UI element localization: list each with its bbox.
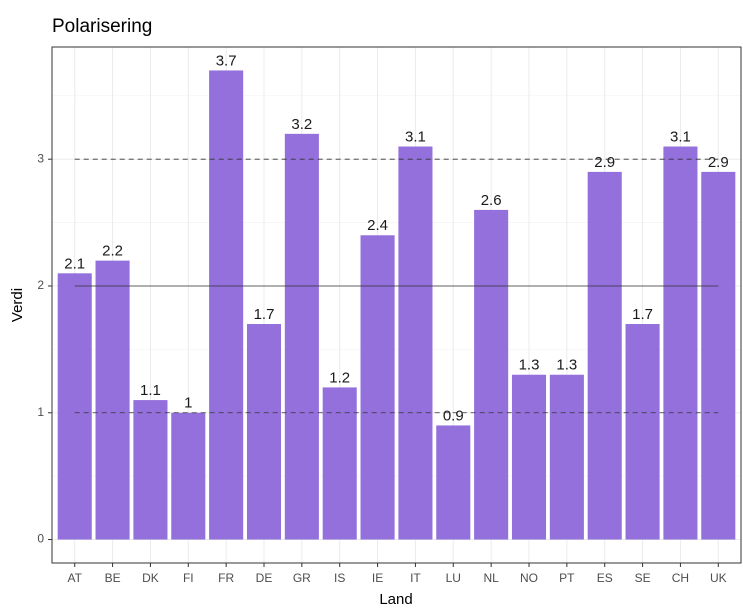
x-tick-label: BE bbox=[105, 571, 121, 585]
value-label: 1 bbox=[184, 395, 192, 412]
value-label: 2.2 bbox=[102, 243, 123, 260]
bar bbox=[511, 374, 547, 540]
value-label: 0.9 bbox=[443, 407, 464, 424]
x-tick-label: GR bbox=[293, 571, 311, 585]
bar bbox=[436, 425, 471, 540]
bar bbox=[322, 387, 357, 540]
bar bbox=[209, 70, 244, 540]
x-tick-label: UK bbox=[710, 571, 727, 585]
y-tick-label: 1 bbox=[37, 405, 44, 419]
y-tick-label: 3 bbox=[37, 151, 44, 165]
x-tick-label: IT bbox=[410, 571, 421, 585]
x-tick-label: CH bbox=[672, 571, 689, 585]
bar bbox=[360, 235, 395, 540]
x-tick-label: IE bbox=[372, 571, 383, 585]
x-tick-label: ES bbox=[597, 571, 613, 585]
x-tick-label: DK bbox=[142, 571, 159, 585]
chart-title: Polarisering bbox=[52, 16, 152, 37]
x-tick-label: AT bbox=[67, 571, 82, 585]
value-label: 2.9 bbox=[594, 154, 615, 171]
value-label: 1.7 bbox=[254, 306, 275, 323]
y-tick-label: 0 bbox=[37, 532, 44, 546]
bar bbox=[549, 374, 584, 540]
bar bbox=[474, 209, 509, 540]
value-label: 2.9 bbox=[708, 154, 729, 171]
bar bbox=[625, 324, 660, 540]
value-label: 3.1 bbox=[670, 128, 691, 145]
value-label: 3.1 bbox=[405, 128, 426, 145]
bar bbox=[171, 412, 206, 540]
value-label: 3.7 bbox=[216, 52, 237, 69]
bar bbox=[398, 146, 433, 540]
y-tick-label: 2 bbox=[37, 278, 44, 292]
x-tick-label: IS bbox=[334, 571, 345, 585]
value-label: 2.1 bbox=[64, 255, 85, 272]
value-label: 1.2 bbox=[329, 369, 350, 386]
value-label: 1.1 bbox=[140, 382, 161, 399]
bar bbox=[133, 400, 168, 540]
value-label: 1.3 bbox=[556, 357, 577, 374]
bar bbox=[587, 171, 622, 540]
value-label: 1.7 bbox=[632, 306, 653, 323]
value-label: 3.2 bbox=[291, 116, 312, 133]
x-axis-label: Land bbox=[379, 591, 412, 608]
y-axis-label: Verdi bbox=[9, 288, 26, 322]
x-tick-label: NL bbox=[483, 571, 499, 585]
x-tick-label: SE bbox=[635, 571, 651, 585]
value-label: 2.4 bbox=[367, 217, 388, 234]
value-label: 2.6 bbox=[481, 192, 502, 209]
bar bbox=[701, 171, 736, 540]
bar bbox=[663, 146, 698, 540]
bar bbox=[95, 260, 130, 540]
bar bbox=[57, 273, 92, 540]
x-tick-label: FR bbox=[218, 571, 234, 585]
bar bbox=[284, 133, 319, 540]
x-tick-label: DE bbox=[256, 571, 273, 585]
value-label: 1.3 bbox=[519, 357, 540, 374]
panel-border bbox=[51, 46, 742, 564]
bar bbox=[246, 324, 282, 540]
x-tick-label: LU bbox=[446, 571, 461, 585]
x-tick-label: NO bbox=[520, 571, 538, 585]
x-tick-label: FI bbox=[183, 571, 194, 585]
x-tick-label: PT bbox=[559, 571, 575, 585]
